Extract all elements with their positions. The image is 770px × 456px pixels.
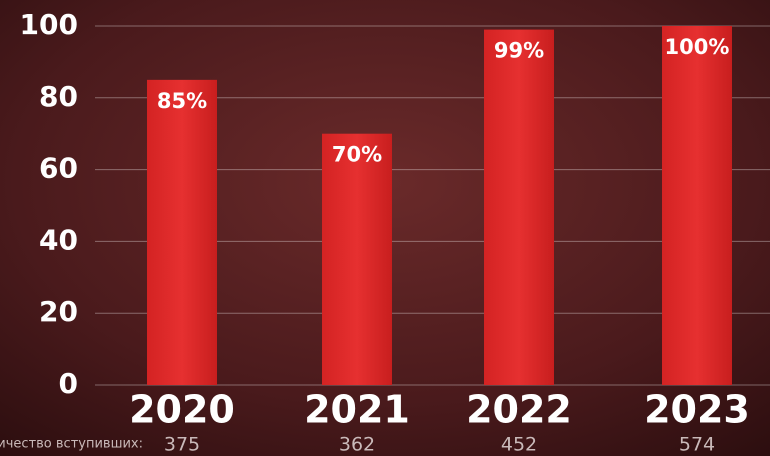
count-value: 574 xyxy=(679,434,715,456)
y-tick-label: 100 xyxy=(20,8,78,41)
value-label: 70% xyxy=(332,143,382,167)
value-label: 100% xyxy=(665,35,730,59)
bar xyxy=(322,133,392,385)
bar xyxy=(147,79,217,385)
y-tick-label: 20 xyxy=(39,295,78,328)
y-tick-label: 0 xyxy=(59,367,78,400)
y-tick-label: 80 xyxy=(39,80,78,113)
x-tick-label: 2022 xyxy=(466,388,572,432)
count-value: 375 xyxy=(164,434,200,456)
count-value: 362 xyxy=(339,434,375,456)
count-value: 452 xyxy=(501,434,537,456)
x-tick-label: 2023 xyxy=(644,388,750,432)
count-label: Количество вступивших: xyxy=(0,437,143,452)
value-label: 85% xyxy=(157,89,207,113)
bar xyxy=(484,29,554,386)
y-tick-label: 60 xyxy=(39,152,78,185)
x-tick-label: 2020 xyxy=(129,388,235,432)
y-tick-label: 40 xyxy=(39,223,78,256)
bar xyxy=(662,26,732,385)
x-tick-label: 2021 xyxy=(304,388,410,432)
value-label: 99% xyxy=(494,39,544,63)
